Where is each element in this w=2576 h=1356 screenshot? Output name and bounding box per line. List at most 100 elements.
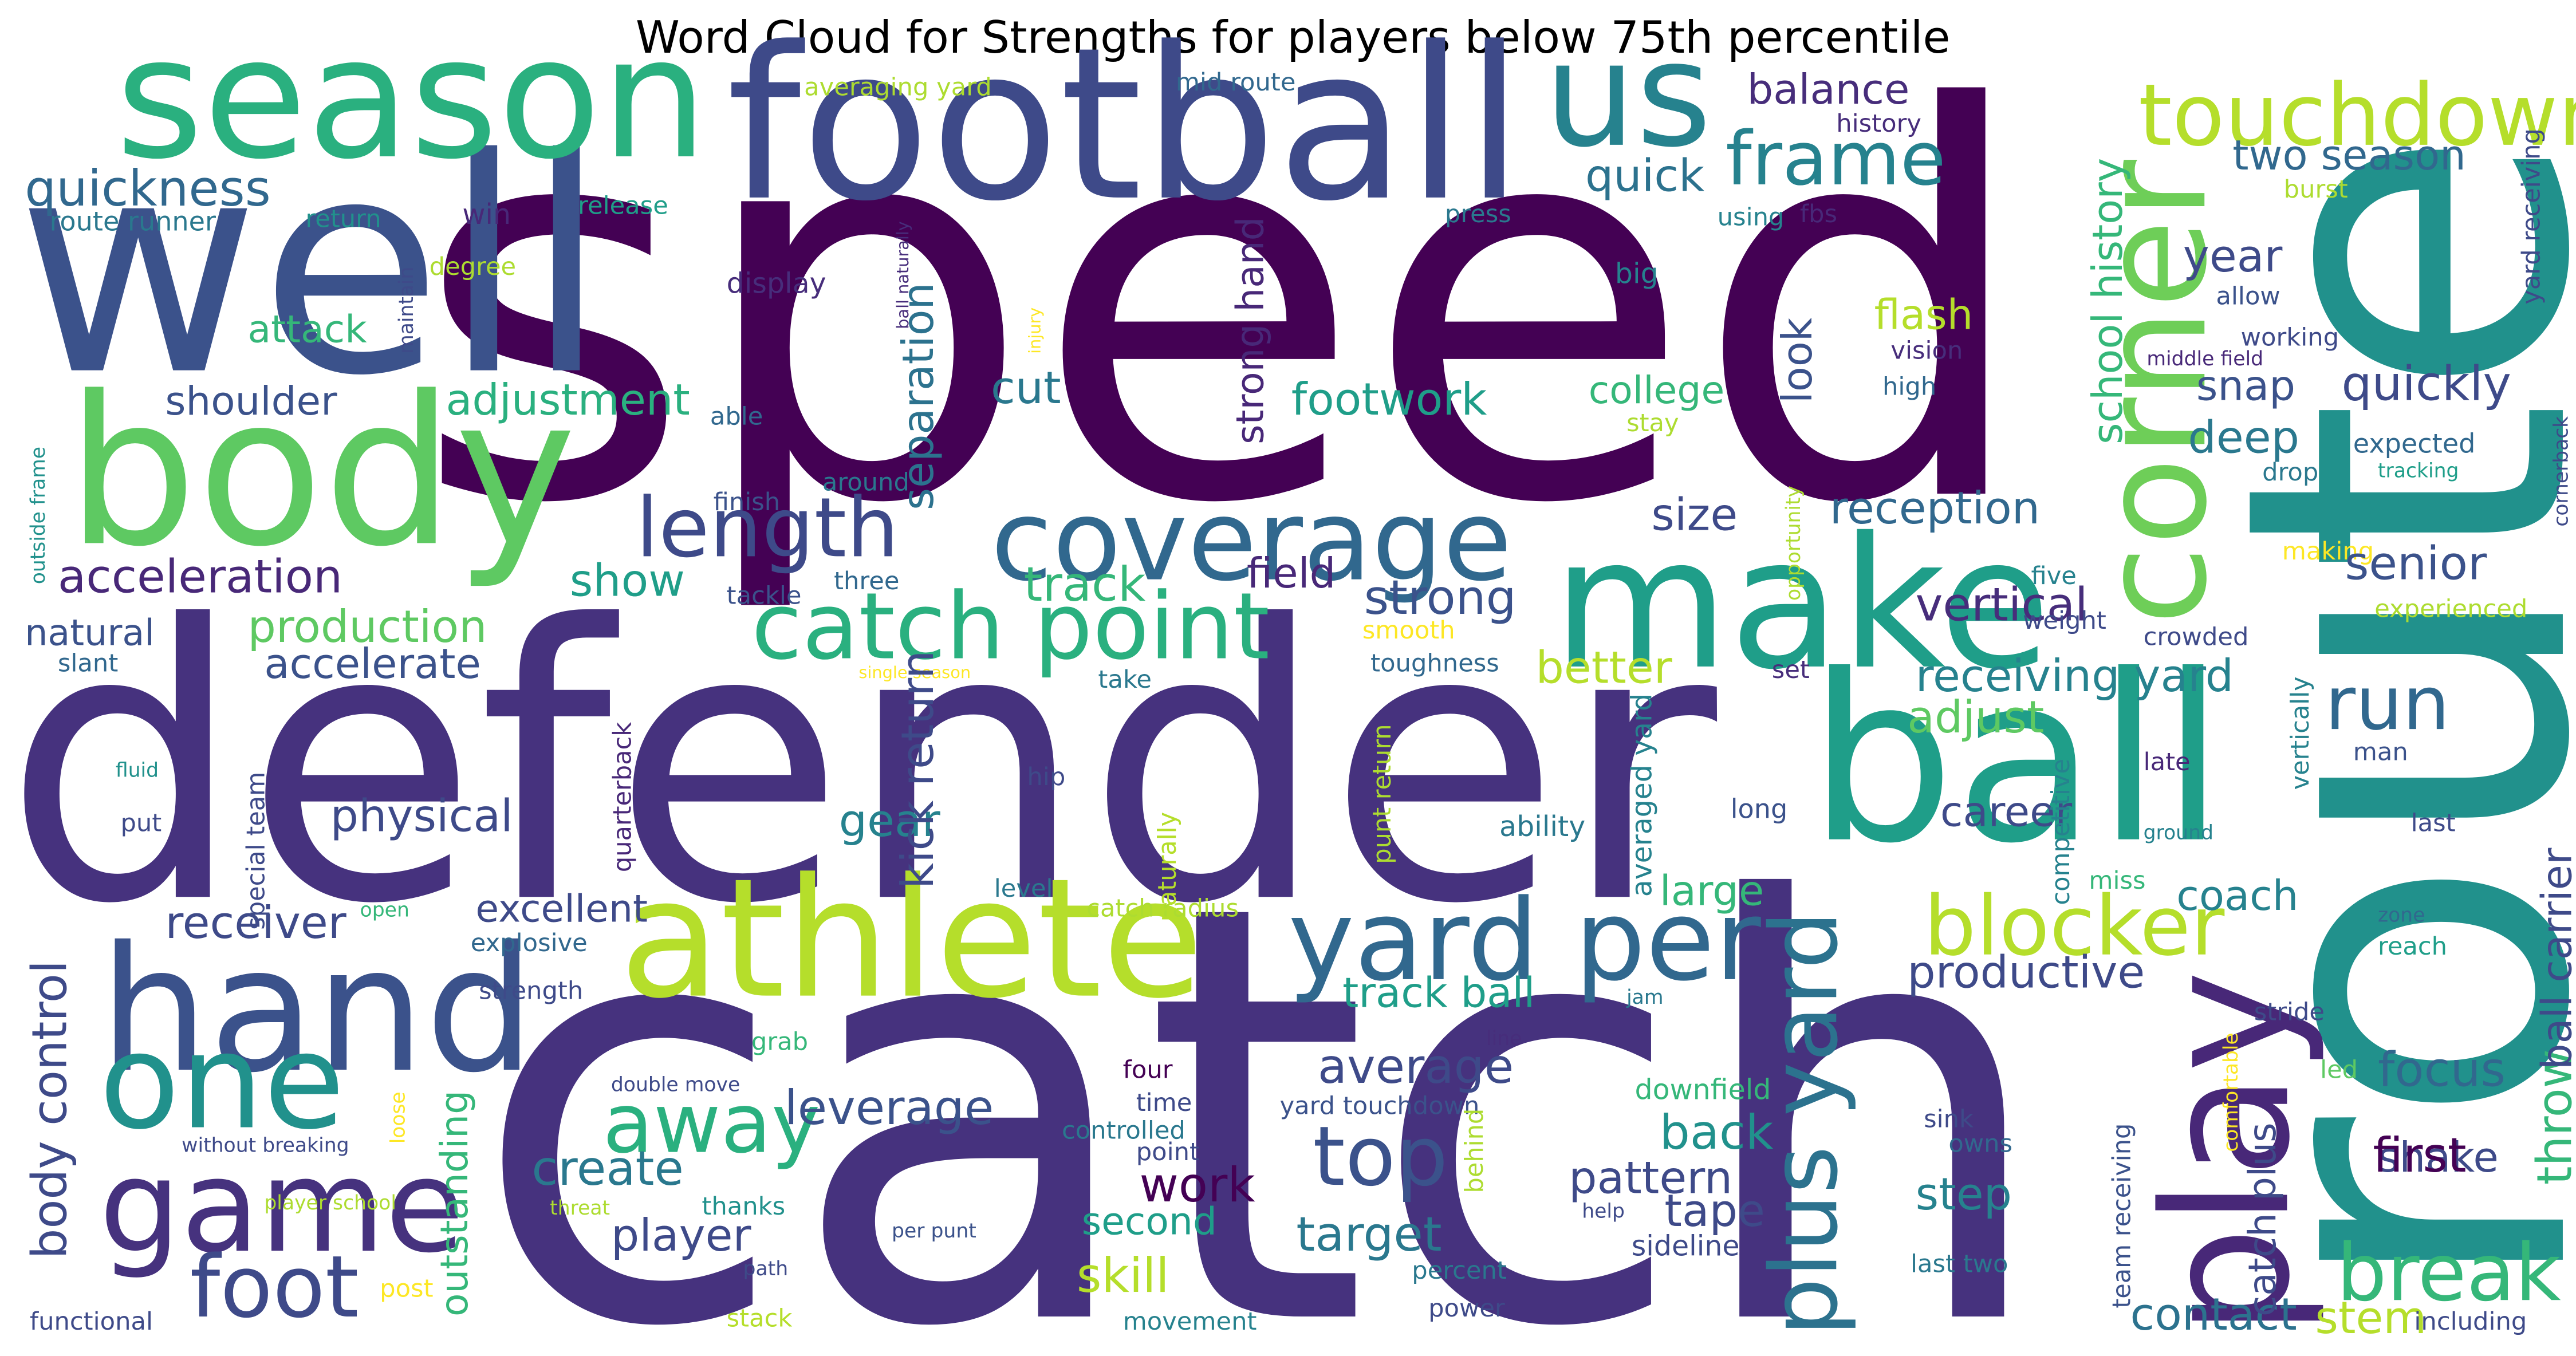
word: set — [1772, 656, 1810, 684]
word: take — [1098, 665, 1152, 694]
word: toughness — [1370, 649, 1499, 678]
word: win — [462, 198, 511, 231]
word: single season — [858, 663, 971, 682]
word: yard per — [1288, 876, 1761, 1006]
word: coverage — [991, 476, 1512, 606]
word: maintain — [395, 267, 418, 354]
word: open — [360, 899, 409, 922]
word: speed — [413, 0, 2034, 620]
word: put — [120, 809, 162, 837]
word: gear — [839, 795, 940, 847]
word: history — [1836, 109, 1921, 138]
word: length — [636, 480, 899, 576]
word: tracking — [2378, 459, 2459, 482]
word: work — [1140, 1157, 1256, 1213]
word: create — [531, 1141, 683, 1196]
word: post — [380, 1275, 433, 1303]
word: coach — [2176, 872, 2298, 920]
word: hip — [1027, 763, 1065, 791]
word: point — [1136, 1138, 1199, 1166]
word: adjustment — [446, 375, 690, 425]
word: large — [1660, 867, 1764, 915]
word: shake — [2378, 1133, 2499, 1181]
word: drop — [2262, 458, 2318, 487]
word: working — [2241, 324, 2339, 352]
word: separation — [893, 282, 943, 510]
word: run — [2325, 660, 2450, 747]
word: throw — [2527, 1049, 2576, 1185]
word: ability — [1499, 810, 1585, 843]
word: excellent — [475, 886, 648, 931]
word: route — [2150, 126, 2576, 1300]
word: press — [1445, 200, 1511, 228]
word: defender — [3, 546, 1721, 987]
word: productive — [1907, 947, 2145, 998]
word: display — [727, 267, 826, 300]
word: touchdown — [2138, 66, 2576, 165]
word: snap — [2196, 361, 2295, 409]
word: receiver — [165, 897, 346, 949]
word: football — [727, 2, 1524, 247]
word: degree — [430, 253, 517, 281]
word: last — [2411, 809, 2456, 837]
word: two season — [2232, 131, 2466, 179]
word: time — [1136, 1089, 1192, 1117]
word: reception — [1830, 483, 2040, 534]
word: school history — [2083, 158, 2132, 444]
word: ground — [2144, 822, 2213, 845]
word: movement — [1123, 1307, 1257, 1336]
word: season — [116, 1, 708, 196]
word: ball carrier — [2532, 847, 2576, 1070]
word: late — [2144, 748, 2191, 776]
word: college — [1589, 368, 1725, 412]
word: yard receiving — [2518, 128, 2546, 304]
word: yard touchdown — [1280, 1092, 1480, 1121]
word: us — [1544, 10, 1712, 179]
word: ball — [1808, 626, 2225, 894]
word: better — [1536, 642, 1672, 694]
word: play — [2126, 971, 2329, 1337]
word: kick return — [892, 651, 944, 889]
word: fbs — [1800, 200, 1837, 228]
word: game — [99, 1132, 464, 1281]
word: last two — [1911, 1250, 2008, 1279]
word: expected — [2353, 428, 2476, 459]
word: downfield — [1635, 1074, 1771, 1106]
word: catch point — [751, 573, 1270, 681]
word: cornerback — [2550, 416, 2573, 527]
word: using — [1718, 203, 1785, 232]
word: physical — [330, 790, 513, 842]
word: away — [602, 1075, 820, 1172]
word: crowded — [2144, 623, 2249, 652]
word: pattern — [1569, 1153, 1732, 1204]
word: corner — [2070, 159, 2239, 625]
word: naturally — [1153, 812, 1182, 921]
word: stem — [2315, 1292, 2427, 1344]
word: averaged yard — [1625, 693, 1658, 897]
word: five — [2031, 562, 2077, 590]
word: break — [2337, 1227, 2561, 1319]
word: hand — [99, 909, 535, 1110]
word: year — [2183, 231, 2283, 282]
word: team receiving — [2108, 1124, 2136, 1308]
word: look — [1773, 317, 1821, 403]
word: leverage — [785, 1080, 994, 1136]
word: frame — [1726, 116, 1946, 202]
word: average — [1318, 1039, 1514, 1094]
word: athlete — [619, 843, 1203, 1034]
word: reach — [2378, 932, 2447, 961]
word: catch radius — [1086, 894, 1239, 923]
word: high — [1882, 373, 1936, 401]
word: strong hand — [1228, 216, 1273, 444]
word: one — [99, 1006, 345, 1159]
word: controlled — [1062, 1117, 1185, 1145]
word: quick — [1585, 150, 1704, 202]
word: return — [305, 205, 381, 234]
word: focus — [2378, 1042, 2506, 1098]
word: zone — [2378, 904, 2425, 927]
word: well — [17, 96, 608, 440]
word: quickly — [2342, 356, 2511, 411]
word: fluid — [116, 759, 159, 782]
